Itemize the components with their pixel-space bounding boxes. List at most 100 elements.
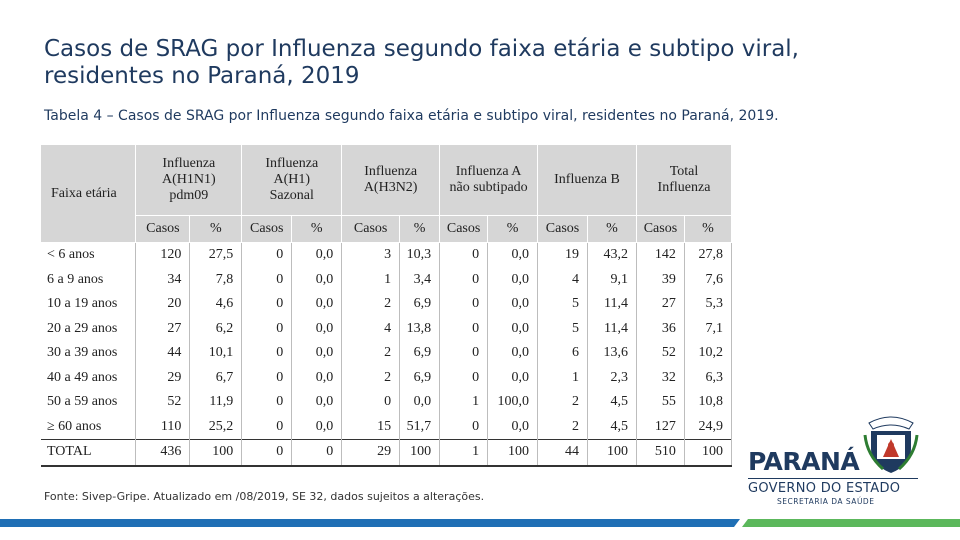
cell-casos: 5 <box>537 292 588 317</box>
table-row: 10 a 19 anos 20 4,6 0 0,0 2 6,9 0 0,0 5 11,4 27 5,3 <box>41 292 733 317</box>
cell-pct: 100 <box>189 439 243 467</box>
cell-casos: 6 <box>537 341 588 366</box>
row-label: ≥ 60 anos <box>41 414 137 440</box>
cell-casos: 32 <box>636 365 685 390</box>
table-row: 20 a 29 anos 27 6,2 0 0,0 4 13,8 0 0,0 5 11,4 36 7,1 <box>41 316 733 341</box>
subheader-pct: % <box>487 215 539 243</box>
cell-pct: 27,5 <box>189 242 243 268</box>
cell-pct: 43,2 <box>587 242 637 268</box>
header-group-h1n1: Influenza A(H1N1) pdm09 <box>135 145 243 216</box>
cell-pct: 0,0 <box>487 316 539 341</box>
cell-casos: 1 <box>439 390 489 415</box>
cell-pct: 100 <box>684 439 733 467</box>
cell-pct: 5,3 <box>684 292 733 317</box>
table-row: 40 a 49 anos 29 6,7 0 0,0 2 6,9 0 0,0 1 2,3 32 6,3 <box>41 365 733 390</box>
cell-casos: 110 <box>135 414 191 440</box>
cell-casos: 0 <box>439 292 489 317</box>
cell-casos: 142 <box>636 242 685 268</box>
parana-government-logo: PARANÁ GOVERNO DO ESTADO SECRETARIA DA S… <box>745 415 925 510</box>
table-caption: Tabela 4 – Casos de SRAG por Influenza s… <box>44 108 779 124</box>
cell-pct: 3,4 <box>399 267 441 292</box>
cell-casos: 0 <box>341 390 401 415</box>
cell-pct: 11,4 <box>587 316 637 341</box>
cell-pct: 25,2 <box>189 414 243 440</box>
cell-casos: 27 <box>636 292 685 317</box>
cell-pct: 7,1 <box>684 316 733 341</box>
cell-casos: 2 <box>341 365 401 390</box>
cell-casos: 436 <box>135 439 191 467</box>
header-faixa-etaria: Faixa etária <box>41 145 137 243</box>
cell-pct: 7,6 <box>684 267 733 292</box>
source-footnote: Fonte: Sivep-Gripe. Atualizado em /08/20… <box>44 490 485 503</box>
cell-pct: 0,0 <box>291 267 343 292</box>
cell-pct: 10,2 <box>684 341 733 366</box>
cell-pct: 6,3 <box>684 365 733 390</box>
table-row-total: TOTAL 436 100 0 0 29 100 1 100 44 100 510 100 <box>41 439 733 467</box>
cell-pct: 9,1 <box>587 267 637 292</box>
table-row: 50 a 59 anos 52 11,9 0 0,0 0 0,0 1 100,0 2 4,5 55 10… <box>41 390 733 415</box>
subheader-pct: % <box>684 215 733 243</box>
row-label: 10 a 19 anos <box>41 292 137 317</box>
subheader-pct: % <box>189 215 243 243</box>
cell-casos: 1 <box>341 267 401 292</box>
cell-casos: 15 <box>341 414 401 440</box>
subheader-casos: Casos <box>241 215 293 243</box>
row-label: 20 a 29 anos <box>41 316 137 341</box>
cell-pct: 27,8 <box>684 242 733 268</box>
cell-casos: 52 <box>135 390 191 415</box>
cell-casos: 29 <box>341 439 401 467</box>
cell-casos: 0 <box>439 365 489 390</box>
cell-casos: 0 <box>241 414 293 440</box>
cell-pct: 100,0 <box>487 390 539 415</box>
subheader-casos: Casos <box>537 215 588 243</box>
footer-color-bar <box>0 519 960 527</box>
cell-pct: 100 <box>399 439 441 467</box>
cell-pct: 0,0 <box>487 341 539 366</box>
cell-casos: 0 <box>241 316 293 341</box>
cell-casos: 0 <box>241 242 293 268</box>
cell-pct: 6,2 <box>189 316 243 341</box>
cell-casos: 120 <box>135 242 191 268</box>
cell-casos: 34 <box>135 267 191 292</box>
cell-casos: 55 <box>636 390 685 415</box>
cell-casos: 2 <box>537 390 588 415</box>
subheader-casos: Casos <box>135 215 191 243</box>
subheader-row: Casos% Casos% Casos% Casos% Casos% Casos% <box>41 215 733 243</box>
cell-pct: 11,9 <box>189 390 243 415</box>
row-label: 40 a 49 anos <box>41 365 137 390</box>
cell-pct: 100 <box>487 439 539 467</box>
row-label: 6 a 9 anos <box>41 267 137 292</box>
header-group-total: Total Influenza <box>636 145 733 216</box>
table-row: 30 a 39 anos 44 10,1 0 0,0 2 6,9 0 0,0 6 13,6 52 10,… <box>41 341 733 366</box>
cell-casos: 510 <box>636 439 685 467</box>
cell-pct: 6,7 <box>189 365 243 390</box>
slide-title: Casos de SRAG por Influenza segundo faix… <box>44 36 799 89</box>
cell-casos: 0 <box>241 390 293 415</box>
table-row: < 6 anos 120 27,5 0 0,0 3 10,3 0 0,0 19 43,2 142 27,… <box>41 242 733 268</box>
cell-casos: 52 <box>636 341 685 366</box>
cell-casos: 127 <box>636 414 685 440</box>
table-body: < 6 anos 120 27,5 0 0,0 3 10,3 0 0,0 19 43,2 142 27,… <box>41 242 733 467</box>
cell-pct: 0,0 <box>399 390 441 415</box>
cell-casos: 0 <box>241 439 293 467</box>
cell-casos: 39 <box>636 267 685 292</box>
cell-pct: 51,7 <box>399 414 441 440</box>
cases-table-container: Faixa etária Influenza A(H1N1) pdm09 Influ… <box>41 145 733 467</box>
cell-pct: 0,0 <box>487 242 539 268</box>
row-label: TOTAL <box>41 439 137 467</box>
cell-pct: 10,8 <box>684 390 733 415</box>
cell-casos: 2 <box>537 414 588 440</box>
cell-casos: 5 <box>537 316 588 341</box>
cell-pct: 0,0 <box>291 341 343 366</box>
subheader-pct: % <box>399 215 441 243</box>
cell-casos: 1 <box>439 439 489 467</box>
cell-pct: 10,1 <box>189 341 243 366</box>
header-group-influenza-b: Influenza B <box>537 145 637 216</box>
cell-pct: 0,0 <box>291 365 343 390</box>
cell-casos: 0 <box>241 292 293 317</box>
cell-pct: 0,0 <box>487 365 539 390</box>
cell-casos: 0 <box>439 316 489 341</box>
cell-pct: 6,9 <box>399 365 441 390</box>
cell-pct: 0,0 <box>291 414 343 440</box>
